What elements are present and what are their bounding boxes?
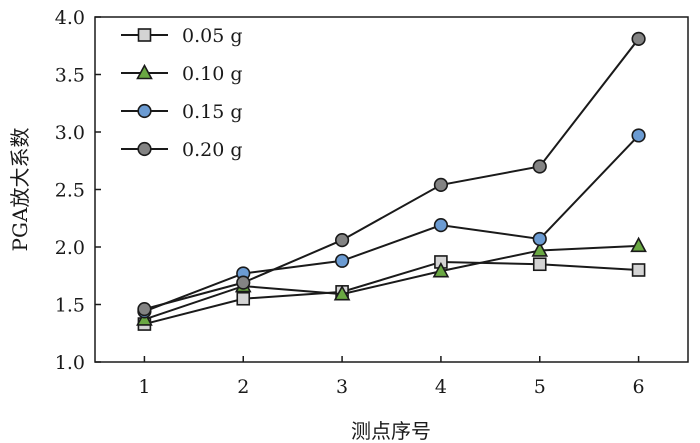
x-tick-label: 6 [633, 376, 645, 398]
x-tick-label: 1 [138, 376, 150, 398]
x-tick-label: 4 [435, 376, 447, 398]
x-tick-label: 5 [534, 376, 546, 398]
legend-marker [137, 28, 152, 42]
data-point-0-10-g [432, 261, 450, 278]
x-tick-label: 2 [237, 376, 249, 398]
series-line-0-10-g [144, 244, 639, 321]
y-tick-label: 3.0 [55, 122, 85, 144]
y-tick-label: 2.0 [55, 237, 85, 259]
data-point-0-20-g [532, 159, 547, 174]
legend-marker [137, 141, 152, 157]
y-tick-label: 1.0 [55, 352, 85, 374]
series-0-05-g [137, 255, 646, 331]
legend-item-0-20-g: 0.20 g [121, 139, 243, 161]
data-point-0-10-g [333, 284, 351, 301]
data-point-0-20-g [236, 275, 251, 290]
y-tick-label: 3.5 [55, 65, 85, 87]
data-point-0-20-g [433, 177, 449, 192]
legend-label: 0.05 g [182, 25, 243, 47]
data-point-0-05-g [236, 291, 251, 306]
data-point-0-15-g [334, 253, 350, 268]
y-tick-label: 1.5 [55, 295, 85, 317]
legend-label: 0.10 g [182, 63, 243, 85]
y-axis-title: PGA放大系数 [8, 128, 32, 252]
series-line-0-05-g [144, 260, 639, 326]
data-point-0-05-g [631, 263, 646, 277]
y-tick-label: 4.0 [55, 7, 85, 29]
data-point-0-05-g [532, 257, 547, 272]
data-point-0-20-g [631, 31, 646, 46]
series-0-15-g [137, 128, 646, 319]
series-layer [136, 31, 647, 331]
legend-label: 0.20 g [182, 139, 243, 161]
data-point-0-15-g [433, 218, 449, 233]
x-tick-label: 3 [336, 376, 348, 398]
legend-item-0-05-g: 0.05 g [121, 25, 243, 47]
y-tick-label: 2.5 [55, 180, 85, 202]
data-point-0-20-g [334, 233, 350, 248]
series-0-20-g [137, 31, 646, 317]
data-point-0-15-g [631, 128, 646, 143]
x-axis-title: 测点序号 [351, 419, 431, 443]
series-0-10-g [136, 236, 647, 326]
data-point-0-15-g [532, 231, 547, 247]
series-line-0-15-g [144, 134, 640, 313]
data-point-0-10-g [630, 236, 647, 253]
legend-label: 0.15 g [182, 101, 243, 123]
legend-marker [137, 103, 152, 119]
data-point-0-10-g [531, 241, 549, 257]
x-axis: 1 2 3 4 5 6 [138, 356, 645, 398]
legend-item-0-15-g: 0.15 g [121, 101, 243, 123]
legend-marker [136, 63, 153, 80]
legend: 0.05 g 0.10 g 0.15 g 0.20 g [121, 25, 243, 161]
y-axis: 1.0 1.5 2.0 2.5 3.0 3.5 4.0 [55, 7, 101, 374]
legend-item-0-10-g: 0.10 g [121, 63, 243, 85]
data-point-0-20-g [137, 302, 152, 317]
series-line-0-20-g [144, 38, 640, 311]
